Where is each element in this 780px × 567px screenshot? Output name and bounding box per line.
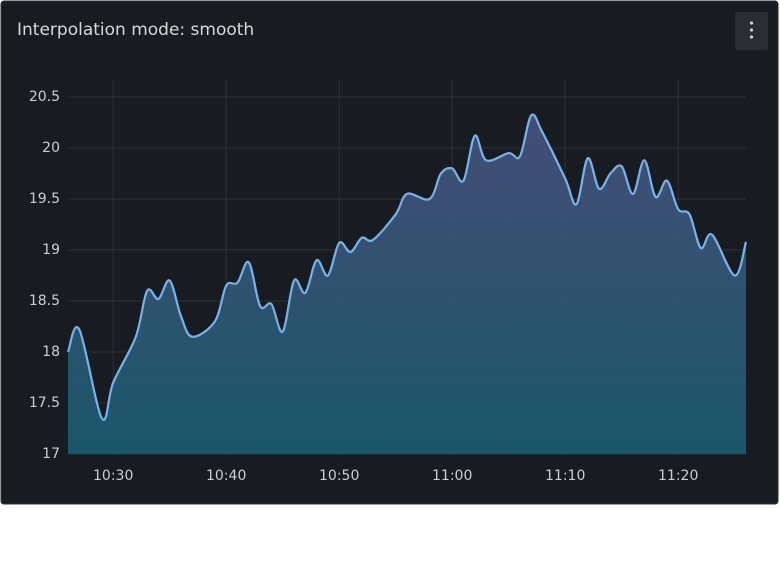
y-tick-label: 17.5	[29, 395, 60, 411]
y-tick-label: 18	[42, 344, 60, 360]
y-tick-label: 19	[42, 242, 60, 258]
menu-button[interactable]	[735, 12, 768, 50]
x-tick-label: 10:50	[319, 468, 359, 484]
area	[68, 114, 746, 454]
x-tick-label: 10:40	[206, 468, 246, 484]
x-tick-label: 11:10	[545, 468, 585, 484]
x-tick-label: 10:30	[93, 468, 133, 484]
chart-title: Interpolation mode: smooth	[17, 20, 254, 40]
y-tick-label: 20	[42, 140, 60, 156]
line	[66, 113, 748, 421]
y-tick-label: 18.5	[29, 293, 60, 309]
x-tick-label: 11:20	[658, 468, 698, 484]
x-tick-label: 11:00	[432, 468, 472, 484]
y-tick-label: 19.5	[29, 191, 60, 207]
y-tick-label: 20.5	[29, 89, 60, 105]
y-tick-label: 17	[42, 446, 60, 462]
